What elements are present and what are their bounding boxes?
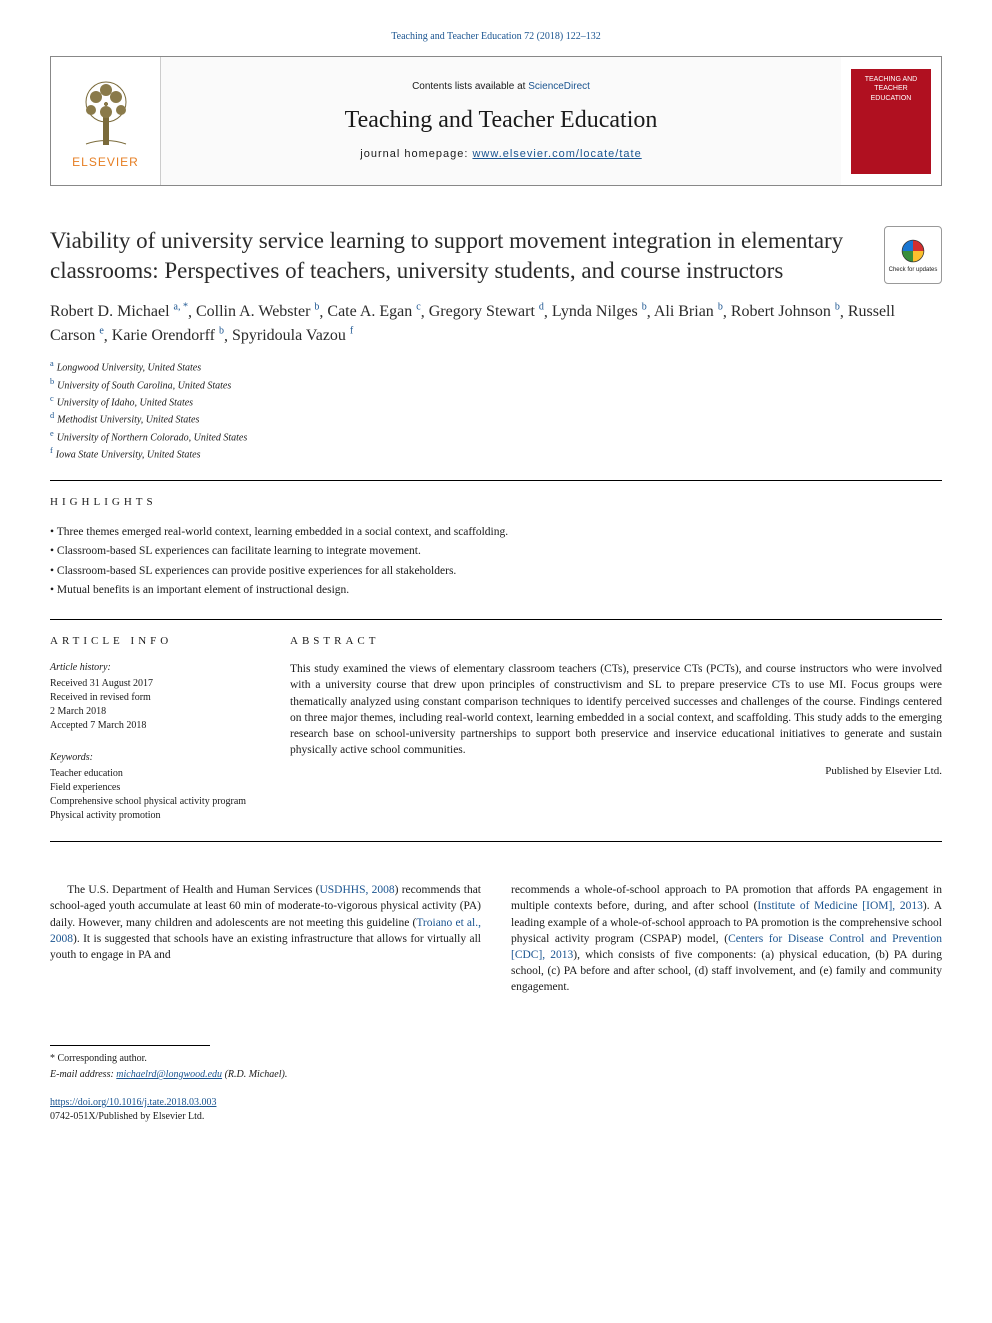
highlights-label: HIGHLIGHTS bbox=[50, 495, 942, 510]
sciencedirect-link[interactable]: ScienceDirect bbox=[528, 81, 590, 92]
affiliation: cUniversity of Idaho, United States bbox=[50, 393, 942, 410]
highlight-item: Classroom-based SL experiences can provi… bbox=[50, 562, 942, 582]
email-line: E-mail address: michaelrd@longwood.edu (… bbox=[50, 1068, 942, 1082]
author: Collin A. Webster b bbox=[196, 303, 319, 320]
check-for-updates-badge[interactable]: Check for updates bbox=[884, 226, 942, 284]
highlight-item: Three themes emerged real-world context,… bbox=[50, 523, 942, 543]
author: Robert Johnson b bbox=[731, 303, 840, 320]
affiliation: aLongwood University, United States bbox=[50, 358, 942, 375]
journal-homepage-line: journal homepage: www.elsevier.com/locat… bbox=[360, 147, 641, 162]
history-item: Received in revised form bbox=[50, 691, 250, 705]
keyword-item: Physical activity promotion bbox=[50, 809, 250, 823]
abstract-block: ABSTRACT This study examined the views o… bbox=[290, 634, 942, 823]
body-col-left: The U.S. Department of Health and Human … bbox=[50, 882, 481, 995]
author-affiliation-sup: d bbox=[539, 302, 544, 313]
affiliation: dMethodist University, United States bbox=[50, 410, 942, 427]
highlights-list: Three themes emerged real-world context,… bbox=[50, 523, 942, 601]
affiliation-sup: e bbox=[50, 429, 54, 438]
footer-rule bbox=[50, 1045, 210, 1046]
body-text: The U.S. Department of Health and Human … bbox=[67, 884, 319, 896]
affiliation: eUniversity of Northern Colorado, United… bbox=[50, 428, 942, 445]
body-columns: The U.S. Department of Health and Human … bbox=[50, 882, 942, 995]
contents-prefix: Contents lists available at bbox=[412, 81, 528, 92]
elsevier-wordmark: ELSEVIER bbox=[72, 154, 139, 171]
author: Lynda Nilges b bbox=[552, 303, 647, 320]
author: Robert D. Michael a, * bbox=[50, 303, 188, 320]
history-item: Received 31 August 2017 bbox=[50, 677, 250, 691]
author: Cate A. Egan c bbox=[327, 303, 420, 320]
section-rule bbox=[50, 619, 942, 620]
article-info-block: ARTICLE INFO Article history: Received 3… bbox=[50, 634, 250, 823]
affiliation: bUniversity of South Carolina, United St… bbox=[50, 376, 942, 393]
elsevier-tree-icon bbox=[66, 72, 146, 152]
copyright-line: 0742-051X/Published by Elsevier Ltd. bbox=[50, 1110, 942, 1124]
author-affiliation-sup: b bbox=[642, 302, 647, 313]
affiliation-sup: f bbox=[50, 446, 53, 455]
keywords-label: Keywords: bbox=[50, 751, 250, 765]
highlight-item: Mutual benefits is an important element … bbox=[50, 581, 942, 601]
reference-link[interactable]: Institute of Medicine [IOM], 2013 bbox=[757, 900, 923, 912]
abstract-text: This study examined the views of element… bbox=[290, 661, 942, 758]
author-affiliation-sup: a, * bbox=[174, 302, 188, 313]
check-updates-label: Check for updates bbox=[889, 266, 938, 274]
footer-block: * Corresponding author. E-mail address: … bbox=[50, 1045, 942, 1124]
body-text: ). It is suggested that schools have an … bbox=[50, 933, 481, 961]
author-affiliation-sup: c bbox=[416, 302, 420, 313]
keyword-item: Teacher education bbox=[50, 767, 250, 781]
journal-title-banner: Teaching and Teacher Education bbox=[345, 104, 658, 138]
journal-cover-thumbnail: TEACHING AND TEACHER EDUCATION bbox=[851, 69, 931, 174]
doi-line: https://doi.org/10.1016/j.tate.2018.03.0… bbox=[50, 1096, 942, 1110]
crossmark-icon bbox=[898, 236, 928, 266]
highlight-item: Classroom-based SL experiences can facil… bbox=[50, 542, 942, 562]
affiliation-sup: b bbox=[50, 377, 54, 386]
author-affiliation-sup: b bbox=[314, 302, 319, 313]
author-affiliation-sup: b bbox=[718, 302, 723, 313]
article-title: Viability of university service learning… bbox=[50, 226, 864, 286]
keyword-item: Comprehensive school physical activity p… bbox=[50, 795, 250, 809]
affiliations-block: aLongwood University, United StatesbUniv… bbox=[50, 358, 942, 462]
homepage-link[interactable]: www.elsevier.com/locate/tate bbox=[472, 148, 641, 160]
reference-link[interactable]: USDHHS, 2008 bbox=[319, 884, 394, 896]
affiliation-sup: d bbox=[50, 411, 54, 420]
journal-cover: TEACHING AND TEACHER EDUCATION bbox=[841, 57, 941, 185]
homepage-prefix: journal homepage: bbox=[360, 148, 472, 160]
header-banner: ELSEVIER Contents lists available at Sci… bbox=[50, 56, 942, 186]
history-item: Accepted 7 March 2018 bbox=[50, 719, 250, 733]
author: Gregory Stewart d bbox=[429, 303, 544, 320]
email-label: E-mail address: bbox=[50, 1069, 116, 1080]
email-link[interactable]: michaelrd@longwood.edu bbox=[116, 1069, 222, 1080]
affiliation-sup: c bbox=[50, 394, 54, 403]
banner-center: Contents lists available at ScienceDirec… bbox=[161, 57, 841, 185]
author-affiliation-sup: b bbox=[835, 302, 840, 313]
doi-link[interactable]: https://doi.org/10.1016/j.tate.2018.03.0… bbox=[50, 1097, 216, 1108]
contents-available-line: Contents lists available at ScienceDirec… bbox=[412, 80, 590, 94]
author-affiliation-sup: b bbox=[219, 326, 224, 337]
affiliation-sup: a bbox=[50, 359, 54, 368]
published-by: Published by Elsevier Ltd. bbox=[290, 764, 942, 779]
body-text: ), which consists of five components: (a… bbox=[511, 949, 942, 993]
section-rule bbox=[50, 480, 942, 481]
elsevier-logo: ELSEVIER bbox=[51, 57, 161, 185]
affiliation: fIowa State University, United States bbox=[50, 445, 942, 462]
author-affiliation-sup: e bbox=[99, 326, 103, 337]
keyword-item: Field experiences bbox=[50, 781, 250, 795]
author: Ali Brian b bbox=[654, 303, 723, 320]
section-rule bbox=[50, 841, 942, 842]
author-affiliation-sup: f bbox=[350, 326, 353, 337]
article-info-label: ARTICLE INFO bbox=[50, 634, 250, 649]
abstract-label: ABSTRACT bbox=[290, 634, 942, 649]
history-label: Article history: bbox=[50, 661, 250, 675]
citation-line: Teaching and Teacher Education 72 (2018)… bbox=[50, 30, 942, 44]
authors-line: Robert D. Michael a, *, Collin A. Webste… bbox=[50, 300, 942, 349]
email-suffix: (R.D. Michael). bbox=[222, 1069, 287, 1080]
body-col-right: recommends a whole-of-school approach to… bbox=[511, 882, 942, 995]
corresponding-author: * Corresponding author. bbox=[50, 1052, 942, 1066]
author: Spyridoula Vazou f bbox=[232, 327, 353, 344]
history-item: 2 March 2018 bbox=[50, 705, 250, 719]
author: Karie Orendorff b bbox=[112, 327, 224, 344]
